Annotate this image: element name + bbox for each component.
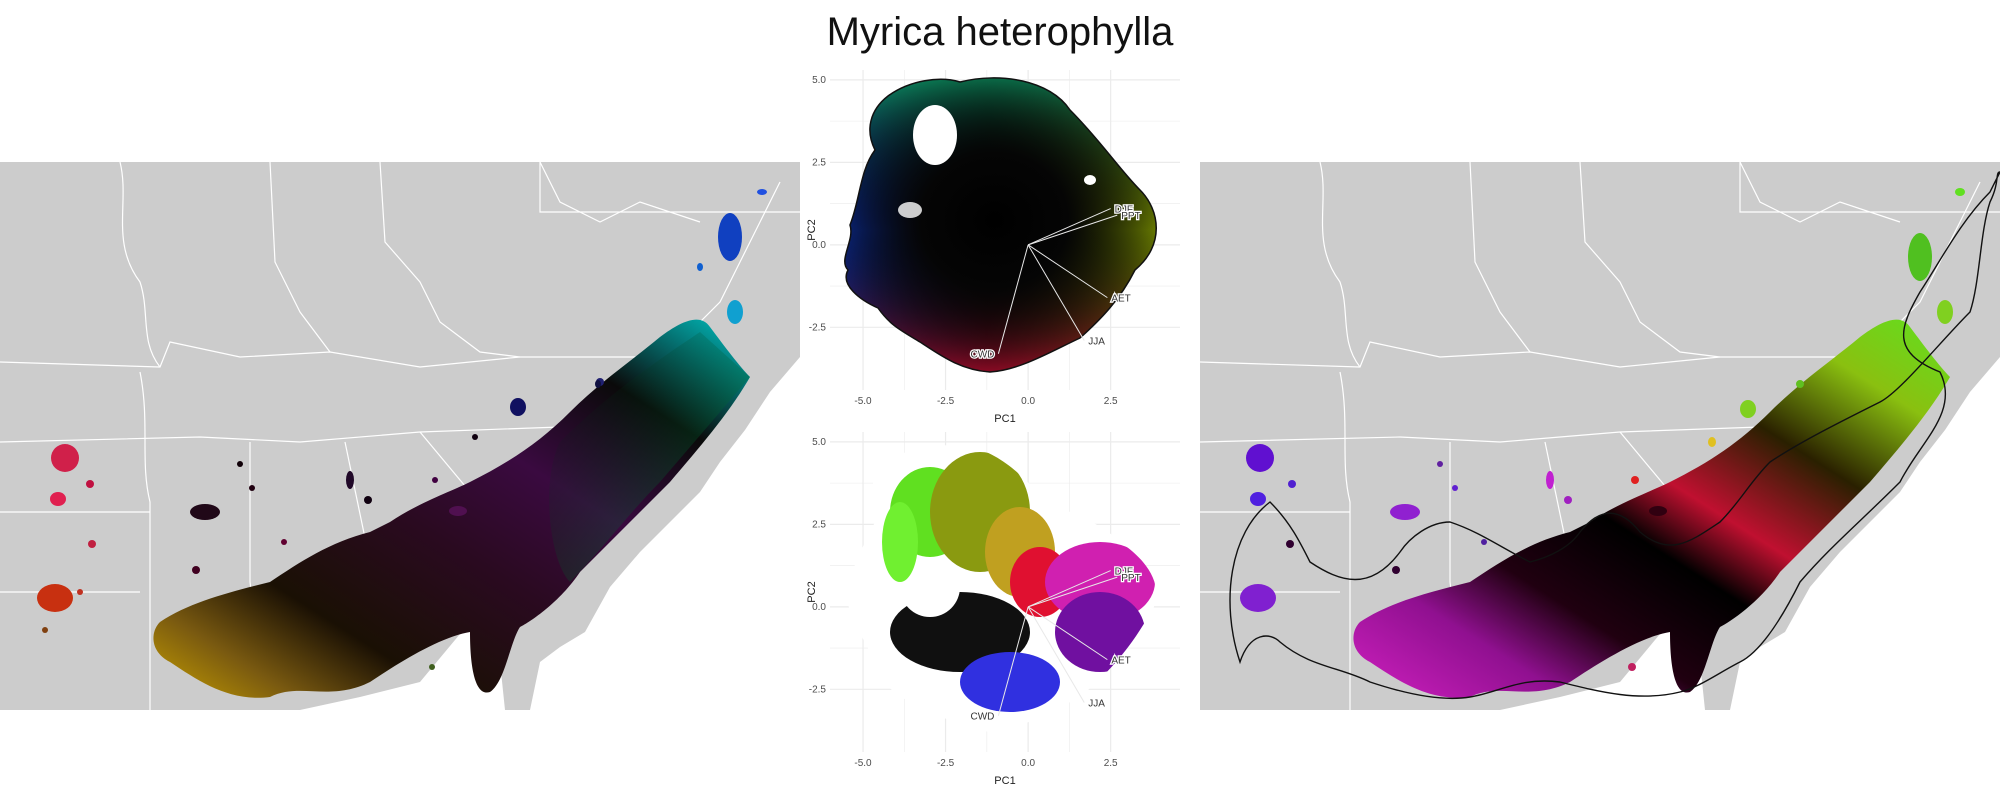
land-polygon: [1200, 162, 2000, 710]
loading-label-ppt: PPT: [1121, 211, 1140, 222]
x-tick-label: -5.0: [854, 396, 872, 407]
loading-label-jja: JJA: [1088, 337, 1105, 348]
x-tick-label: 2.5: [1104, 758, 1118, 769]
loading-label-cwd: CWD: [971, 712, 995, 723]
x-axis-label: PC1: [994, 413, 1015, 425]
y-tick-label: 2.5: [812, 157, 826, 168]
loading-vector-djf: [1027, 570, 1111, 608]
x-tick-label: -5.0: [854, 758, 872, 769]
isolated-populations: [37, 189, 767, 670]
loading-vector-ppt: [1027, 576, 1118, 608]
isolated-populations: [1240, 188, 1965, 671]
loading-vector-cwd: [997, 244, 1029, 354]
loading-label-jja: JJA: [1088, 699, 1105, 710]
range-hull-outline: [1229, 171, 2000, 700]
y-tick-label: 5.0: [812, 75, 826, 86]
pca-bottom-clusters: [847, 445, 1157, 732]
loading-vector-djf: [1027, 208, 1111, 246]
y-tick-label: 0.0: [812, 602, 826, 613]
loading-label-ppt: PPT: [1121, 573, 1140, 584]
x-tick-label: -2.5: [937, 758, 955, 769]
x-tick-label: 2.5: [1104, 396, 1118, 407]
loading-vector-jja: [1027, 244, 1085, 341]
x-tick-label: 0.0: [1021, 758, 1035, 769]
loading-label-djf: DJF: [1115, 567, 1133, 578]
loading-label-djf: DJF: [1115, 205, 1133, 216]
loading-vector-cwd: [997, 606, 1029, 716]
x-tick-label: -2.5: [937, 396, 955, 407]
loading-label-aet: AET: [1111, 294, 1130, 305]
y-tick-label: 5.0: [812, 437, 826, 448]
y-tick-label: 2.5: [812, 519, 826, 530]
loading-vector-aet: [1027, 606, 1108, 661]
pca-bottom-axes: -5.0 -2.5 0.0 2.5 -2.5 0.0 2.5 5.0 PC1 PC2: [806, 437, 1118, 787]
land-polygon: [0, 162, 800, 710]
pca-top-color-field: [844, 77, 1157, 373]
x-axis-label: PC1: [994, 775, 1015, 787]
y-tick-label: -2.5: [809, 684, 827, 695]
right-range-map: [1200, 162, 2000, 710]
loading-vector-ppt: [1027, 214, 1118, 246]
loading-label-aet: AET: [1111, 656, 1130, 667]
loading-label-cwd: CWD: [971, 350, 995, 361]
left-range-map: [0, 162, 800, 710]
y-tick-label: -2.5: [809, 322, 827, 333]
x-tick-label: 0.0: [1021, 396, 1035, 407]
pca-top-axes: -5.0 -2.5 0.0 2.5 -2.5 0.0 2.5 5.0 PC1 PC2: [806, 75, 1118, 425]
y-axis-label: PC2: [806, 581, 818, 602]
y-tick-label: 0.0: [812, 240, 826, 251]
y-axis-label: PC2: [806, 219, 818, 240]
page-title: Myrica heterophylla: [826, 10, 1174, 54]
loading-vector-aet: [1027, 244, 1108, 299]
state-borders: [1200, 162, 2000, 710]
loading-vector-jja: [1027, 606, 1085, 703]
